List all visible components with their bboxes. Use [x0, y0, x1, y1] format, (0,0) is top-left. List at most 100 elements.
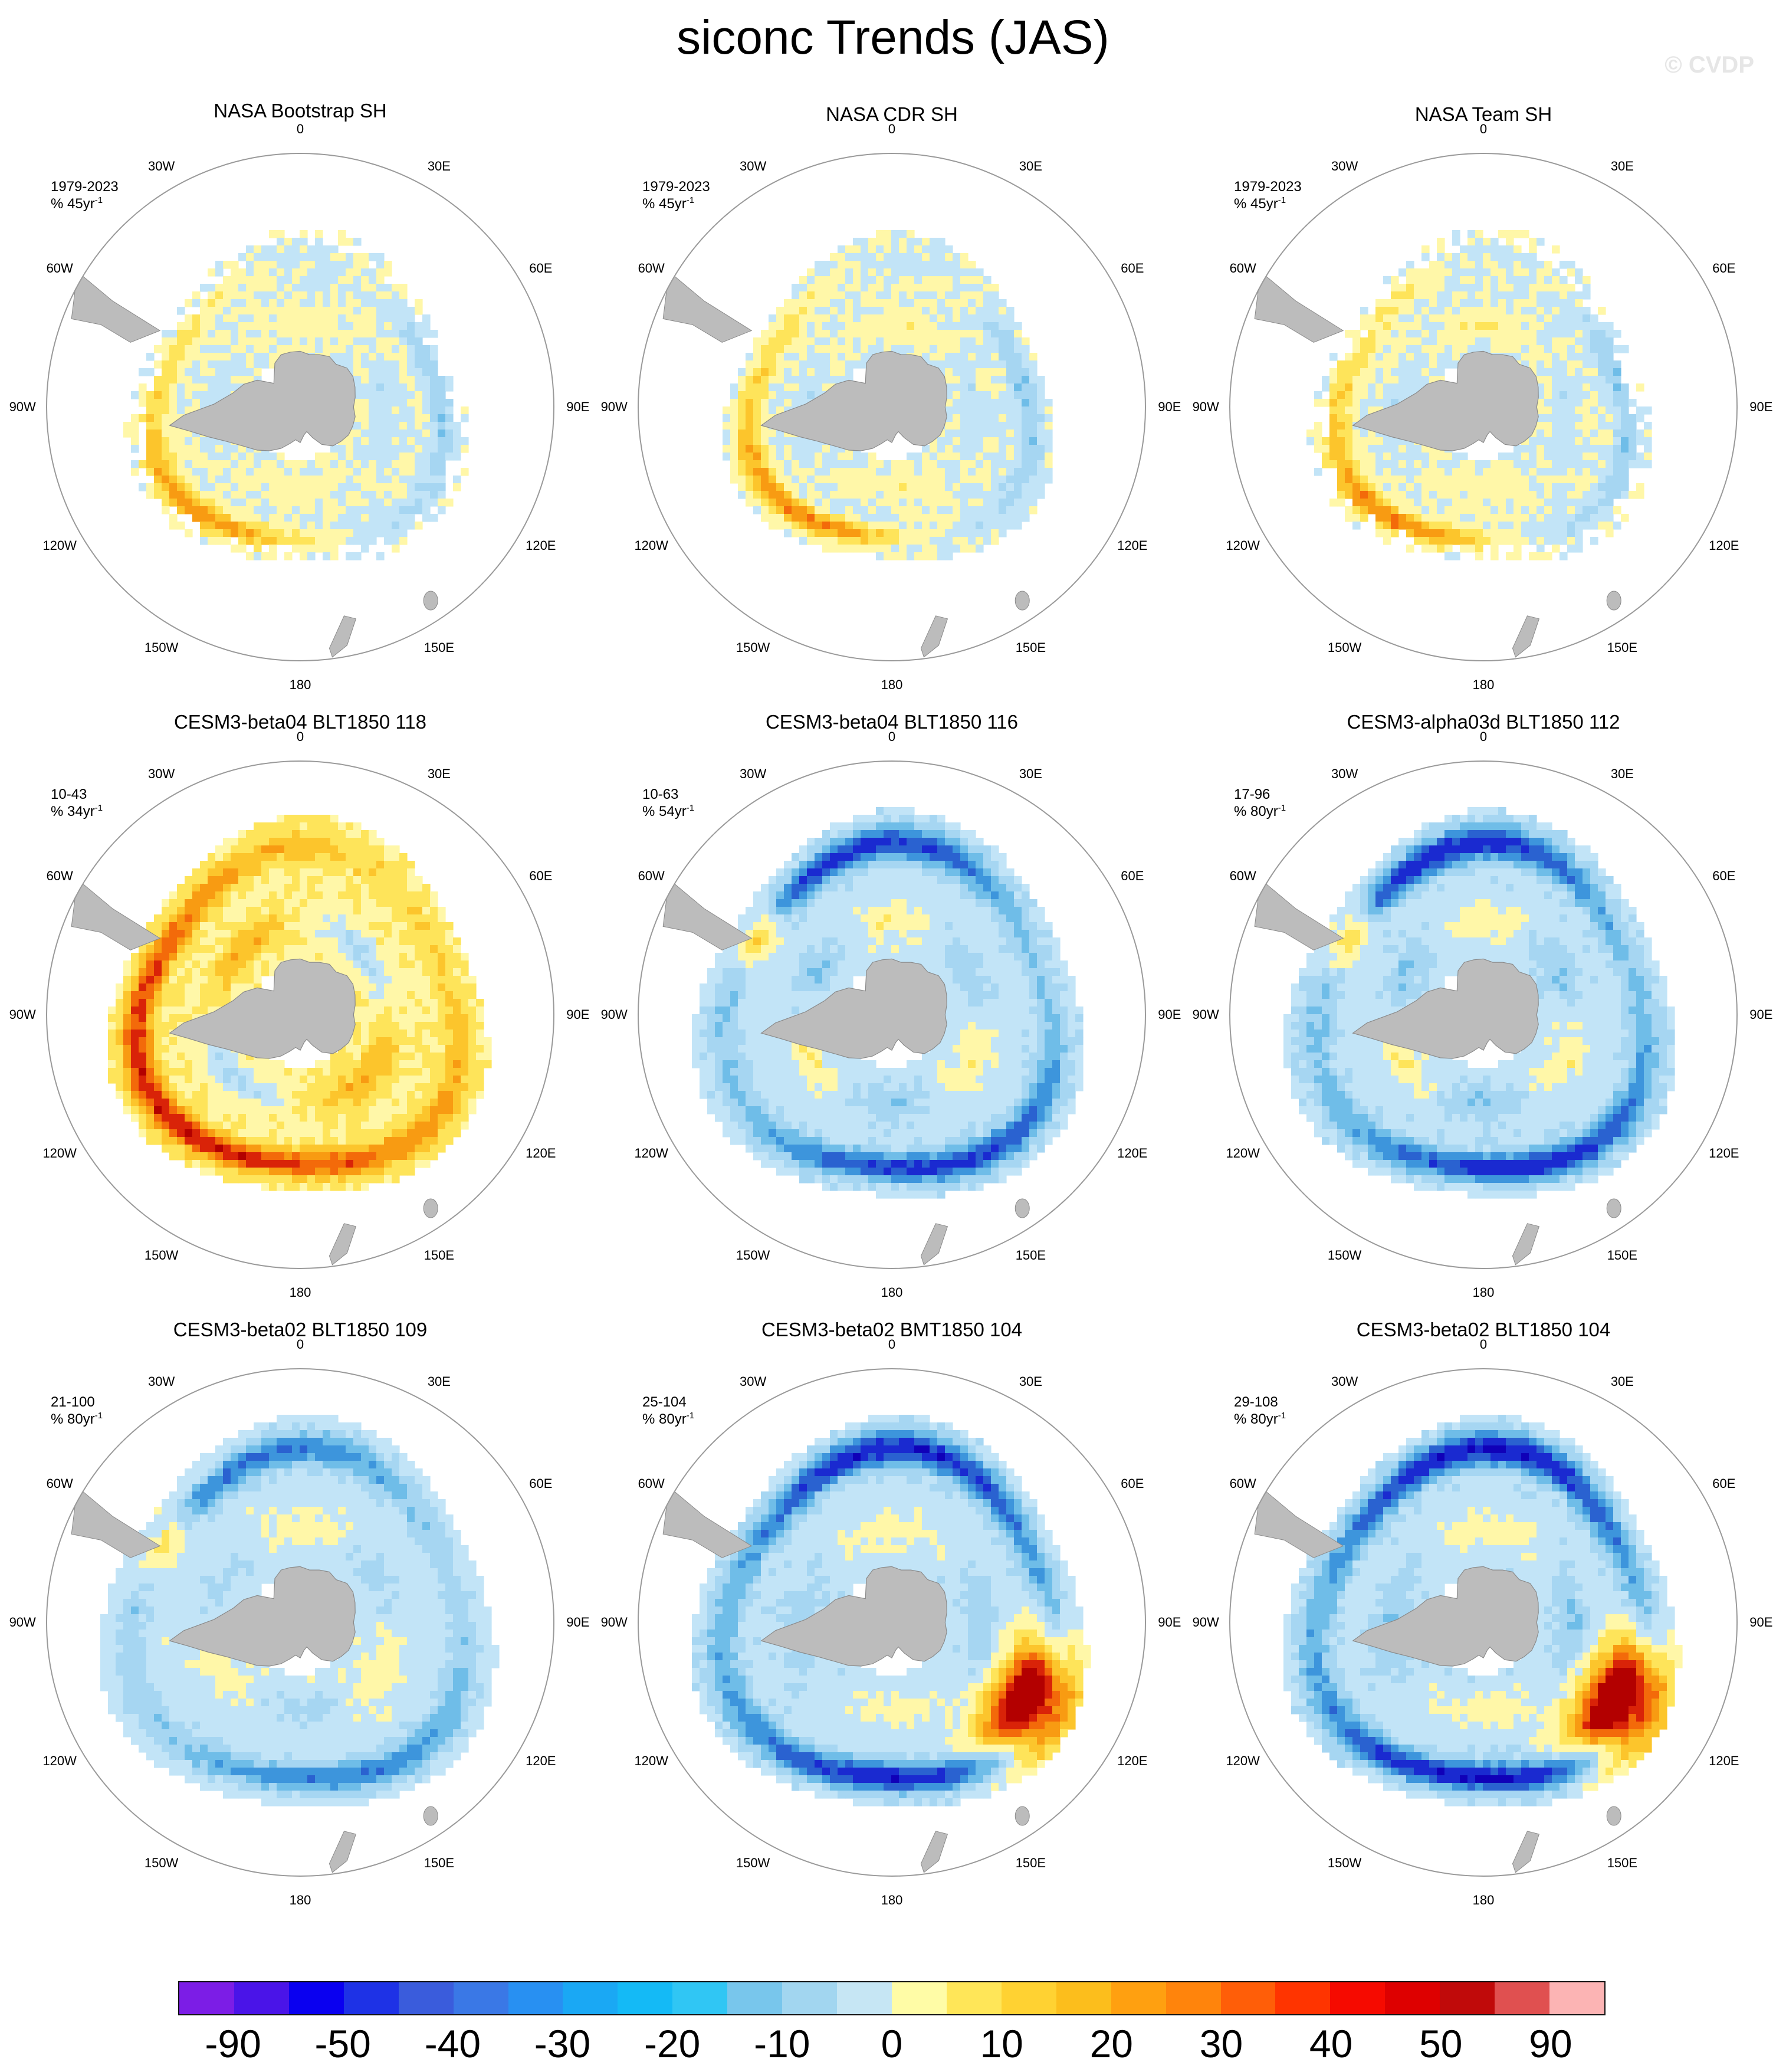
trend-cell — [231, 1068, 239, 1076]
trend-cell — [468, 999, 477, 1007]
trend-cell — [1598, 399, 1606, 407]
trend-cell — [169, 360, 178, 369]
trend-cell — [999, 522, 1007, 530]
trend-cell — [1414, 330, 1422, 338]
trend-cell — [999, 391, 1007, 399]
trend-cell — [292, 261, 300, 269]
trend-cell — [1583, 445, 1591, 453]
trend-cell — [1590, 337, 1598, 346]
trend-cell — [399, 307, 408, 315]
trend-cell — [307, 822, 316, 831]
trend-cell — [269, 937, 277, 946]
trend-cell — [154, 437, 162, 445]
trend-cell — [1444, 491, 1453, 499]
trend-cell — [169, 1053, 178, 1061]
trend-cell — [415, 307, 423, 315]
trend-cell — [891, 552, 899, 560]
trend-cell — [231, 891, 239, 900]
trend-cell — [300, 460, 308, 468]
trend-cell — [753, 368, 761, 376]
trend-cell — [1329, 391, 1338, 399]
trend-cell — [815, 314, 823, 323]
trend-cell — [1513, 284, 1522, 292]
trend-cell — [399, 937, 408, 946]
trend-cell — [376, 1007, 385, 1015]
trend-cell — [1352, 506, 1361, 514]
trend-cell — [376, 868, 385, 877]
trend-cell — [907, 238, 915, 246]
trend-cell — [177, 399, 185, 407]
trend-cell — [246, 899, 254, 907]
trend-cell — [185, 460, 193, 468]
trend-cell — [1452, 345, 1460, 353]
trend-cell — [807, 337, 815, 346]
trend-cell — [177, 522, 185, 530]
trend-cell — [1498, 537, 1506, 545]
trend-cell — [1421, 360, 1430, 369]
trend-cell — [246, 245, 254, 254]
trend-cell — [937, 261, 945, 269]
trend-cell — [753, 360, 761, 369]
trend-cell — [246, 345, 254, 353]
trend-cell — [192, 299, 201, 307]
trend-cell — [323, 899, 331, 907]
trend-cell — [208, 907, 216, 915]
trend-cell — [315, 537, 323, 545]
trend-cell — [246, 284, 254, 292]
trend-cell — [200, 314, 208, 323]
trend-cell — [1483, 522, 1491, 530]
trend-cell — [1398, 514, 1407, 522]
trend-cell — [277, 453, 285, 461]
trend-cell — [776, 514, 784, 522]
trend-cell — [392, 322, 400, 330]
trend-cell — [838, 499, 846, 507]
trend-cell — [1567, 268, 1575, 277]
trend-cell — [223, 284, 231, 292]
trend-cell — [361, 884, 369, 892]
trend-cell — [192, 868, 201, 877]
trend-cell — [1613, 399, 1621, 407]
trend-cell — [1529, 353, 1537, 361]
trend-cell — [376, 953, 385, 961]
trend-cell — [1437, 238, 1445, 246]
trend-cell — [830, 284, 838, 292]
trend-cell — [284, 853, 293, 861]
trend-cell — [430, 483, 438, 491]
trend-cell — [991, 291, 999, 300]
trend-cell — [192, 1060, 201, 1068]
trend-cell — [445, 399, 454, 407]
trend-cell — [376, 383, 385, 392]
trend-cell — [1452, 514, 1460, 522]
trend-cell — [116, 999, 124, 1007]
trend-cell — [231, 291, 239, 300]
trend-cell — [300, 830, 308, 838]
trend-cell — [1552, 406, 1560, 415]
longitude-label: 150W — [1327, 640, 1362, 655]
trend-cell — [1375, 499, 1384, 507]
trend-cell — [361, 1022, 369, 1030]
trend-cell — [1529, 307, 1537, 315]
trend-cell — [1460, 476, 1468, 484]
trend-cell — [284, 253, 293, 261]
trend-cell — [361, 437, 369, 445]
trend-cell — [830, 514, 838, 522]
trend-cell — [1552, 307, 1560, 315]
trend-cell — [438, 476, 446, 484]
trend-cell — [392, 545, 400, 553]
trend-cell — [899, 345, 907, 353]
trend-cell — [815, 291, 823, 300]
trend-cell — [991, 307, 999, 315]
trend-cell — [223, 307, 231, 315]
trend-cell — [999, 337, 1007, 346]
trend-cell — [146, 422, 155, 430]
trend-cell — [1444, 268, 1453, 277]
trend-cell — [1521, 476, 1529, 484]
trend-cell — [1606, 483, 1614, 491]
trend-cell — [476, 1045, 484, 1053]
trend-cell — [146, 414, 155, 422]
trend-cell — [1352, 368, 1361, 376]
trend-cell — [261, 914, 270, 923]
trend-cell — [1398, 337, 1407, 346]
trend-cell — [1014, 422, 1022, 430]
trend-cell — [338, 483, 346, 491]
